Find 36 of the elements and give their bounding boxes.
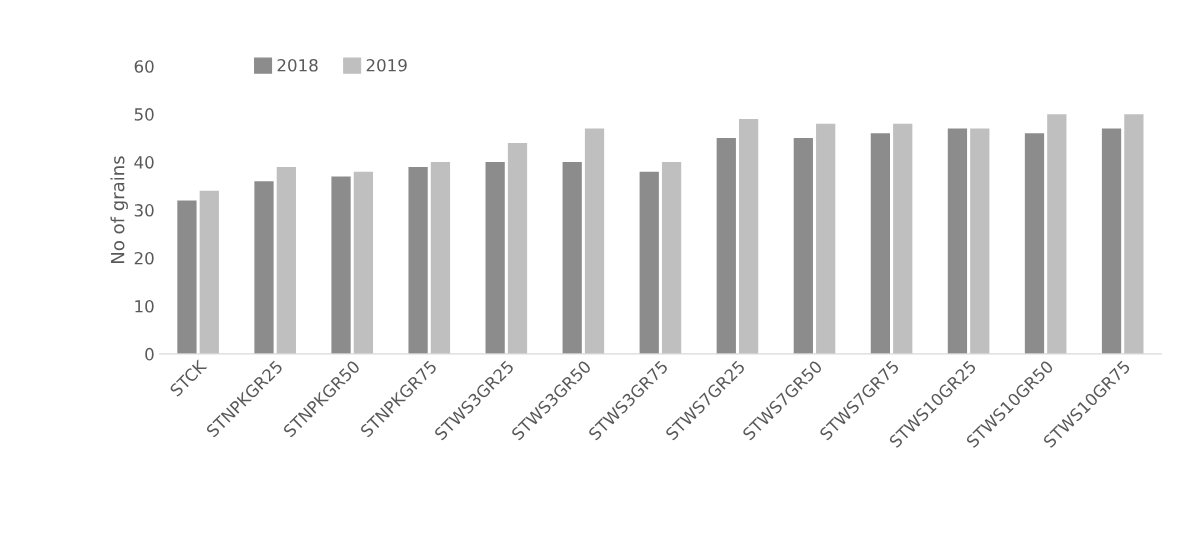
bar	[562, 162, 582, 354]
bar	[1101, 128, 1122, 354]
bar	[661, 162, 682, 354]
bar	[1024, 133, 1045, 354]
y-tick-label: 30	[134, 204, 154, 217]
bar	[408, 166, 428, 354]
bar	[254, 181, 274, 354]
bar	[331, 176, 351, 354]
y-tick-label: 60	[134, 60, 154, 73]
bar	[639, 171, 659, 354]
bar	[816, 123, 836, 354]
bar	[430, 162, 451, 354]
y-tick-label: 50	[134, 108, 154, 121]
legend-label: 2018	[277, 58, 318, 72]
bar	[485, 162, 505, 354]
y-axis-title: No of grains	[110, 156, 128, 263]
bar	[1047, 114, 1067, 354]
bar	[739, 118, 759, 354]
bar	[199, 190, 219, 354]
bar	[507, 142, 528, 354]
y-tick-label: 20	[134, 251, 154, 265]
bar	[870, 133, 891, 354]
legend-label: 2019	[366, 58, 407, 72]
bar	[353, 171, 374, 354]
bar	[276, 166, 296, 354]
bar	[947, 128, 968, 354]
y-tick-label: 0	[145, 347, 154, 361]
y-tick-label: 40	[134, 156, 154, 169]
bar	[1124, 114, 1144, 354]
bar	[793, 138, 813, 354]
bar	[970, 128, 990, 354]
y-tick-label: 10	[135, 299, 154, 313]
bar	[177, 200, 197, 354]
bar	[584, 128, 605, 354]
bar	[716, 138, 736, 354]
bar	[893, 123, 913, 354]
